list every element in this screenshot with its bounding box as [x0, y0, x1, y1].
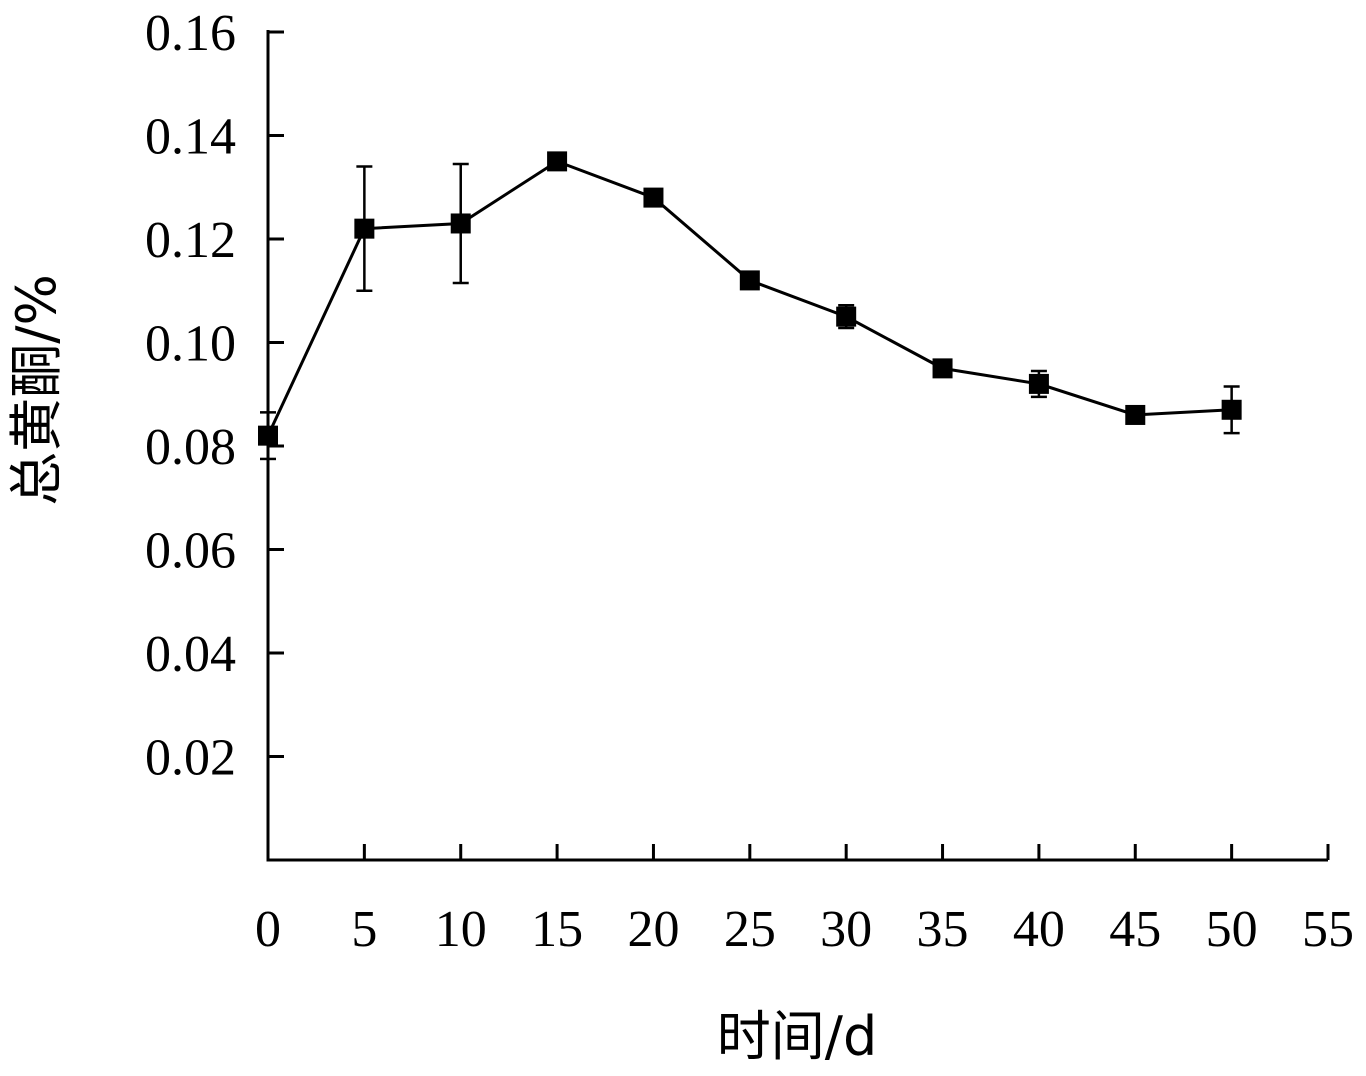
data-point	[1221, 399, 1242, 420]
x-tick-label: 40	[1013, 901, 1065, 958]
y-tick-label: 0.16	[145, 5, 236, 62]
data-point	[932, 358, 953, 379]
x-tick-label: 15	[531, 901, 583, 958]
x-tick-label: 20	[627, 901, 679, 958]
data-point	[836, 306, 857, 327]
y-axis-title: 总黄酮/%	[5, 274, 68, 506]
series-line	[266, 159, 1232, 437]
y-tick-label: 0.12	[145, 212, 236, 269]
x-axis-ticks: 0 5 10 15 20 25 30 35 40 45 50 55	[255, 844, 1354, 958]
x-tick-label: 30	[820, 901, 872, 958]
data-point	[450, 213, 471, 234]
data-point	[643, 187, 664, 208]
data-point	[1125, 404, 1146, 425]
data-markers	[258, 151, 1242, 446]
x-tick-label: 50	[1206, 901, 1258, 958]
y-tick-label: 0.14	[145, 109, 236, 166]
data-point	[258, 425, 278, 446]
x-tick-label: 55	[1302, 901, 1354, 958]
y-tick-label: 0.02	[145, 730, 236, 787]
y-axis-ticks: 0.02 0.04 0.06 0.08 0.10 0.12 0.14 0.16	[145, 5, 284, 787]
x-tick-label: 10	[435, 901, 487, 958]
x-tick-label: 45	[1109, 901, 1161, 958]
y-tick-label: 0.10	[145, 316, 236, 373]
chart-axes	[266, 30, 1328, 862]
data-point	[1028, 373, 1049, 394]
y-tick-label: 0.04	[145, 626, 236, 683]
y-tick-label: 0.06	[145, 523, 236, 580]
x-tick-label: 35	[917, 901, 969, 958]
x-tick-label: 5	[351, 901, 377, 958]
data-point	[354, 218, 375, 239]
error-bars	[260, 157, 1240, 461]
y-tick-label: 0.08	[145, 419, 236, 476]
x-axis-title: 时间/d	[717, 1005, 877, 1068]
data-point	[739, 270, 760, 291]
data-point	[547, 151, 568, 172]
x-tick-label: 0	[255, 901, 281, 958]
x-tick-label: 25	[724, 901, 776, 958]
